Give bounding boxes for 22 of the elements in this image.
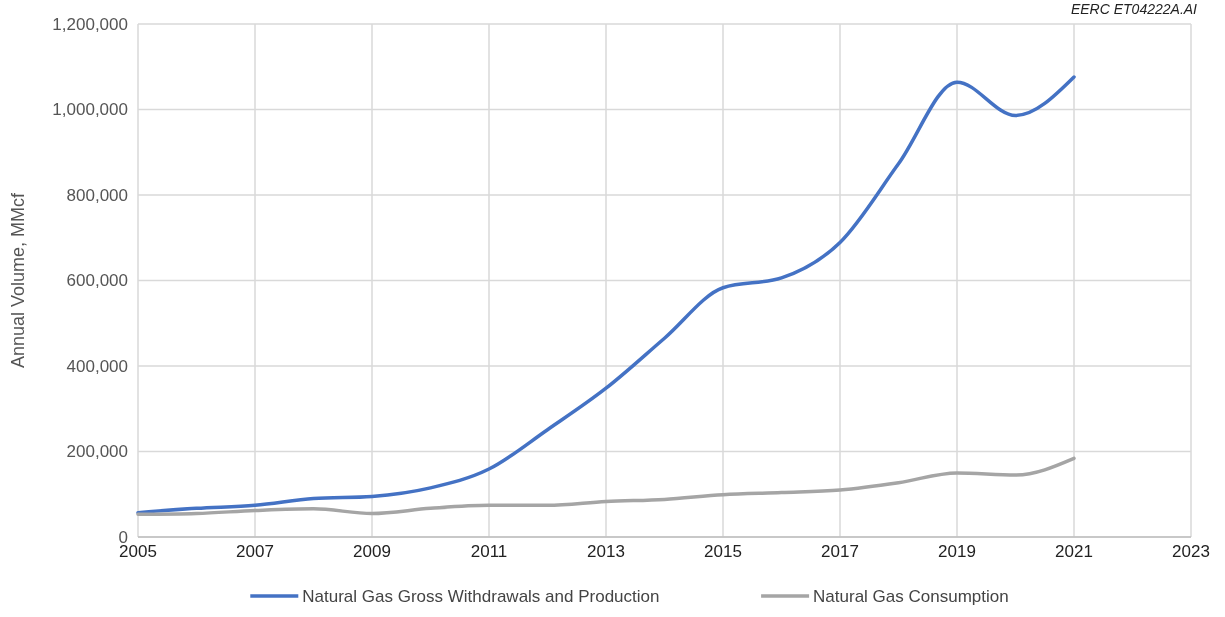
line-series — [136, 75, 1076, 515]
x-tick-label: 2017 — [821, 542, 859, 561]
x-tick-label: 2021 — [1055, 542, 1093, 561]
y-tick-label: 800,000 — [66, 185, 128, 205]
legend-label: Natural Gas Consumption — [813, 587, 1009, 606]
y-tick-label: 200,000 — [66, 442, 128, 462]
x-tick-label: 2009 — [353, 542, 391, 561]
legend-label: Natural Gas Gross Withdrawals and Production — [302, 587, 660, 606]
y-tick-label: 1,200,000 — [52, 14, 128, 34]
line-series — [136, 456, 1076, 517]
x-tick-label: 2013 — [587, 542, 625, 561]
y-tick-label: 600,000 — [66, 271, 128, 291]
y-tick-label: 1,000,000 — [52, 100, 128, 120]
y-tick-label: 400,000 — [66, 356, 128, 376]
x-tick-label: 2007 — [236, 542, 274, 561]
x-tick-label: 2019 — [938, 542, 976, 561]
x-tick-label: 2005 — [119, 542, 157, 561]
text: EERC ET04222A.AI — [1070, 1, 1198, 17]
x-tick-label: 2015 — [704, 542, 742, 561]
y-axis-title: Annual Volume, MMcf — [8, 191, 28, 369]
x-tick-label: 2023 — [1172, 542, 1210, 561]
x-tick-label: 2011 — [470, 542, 508, 561]
